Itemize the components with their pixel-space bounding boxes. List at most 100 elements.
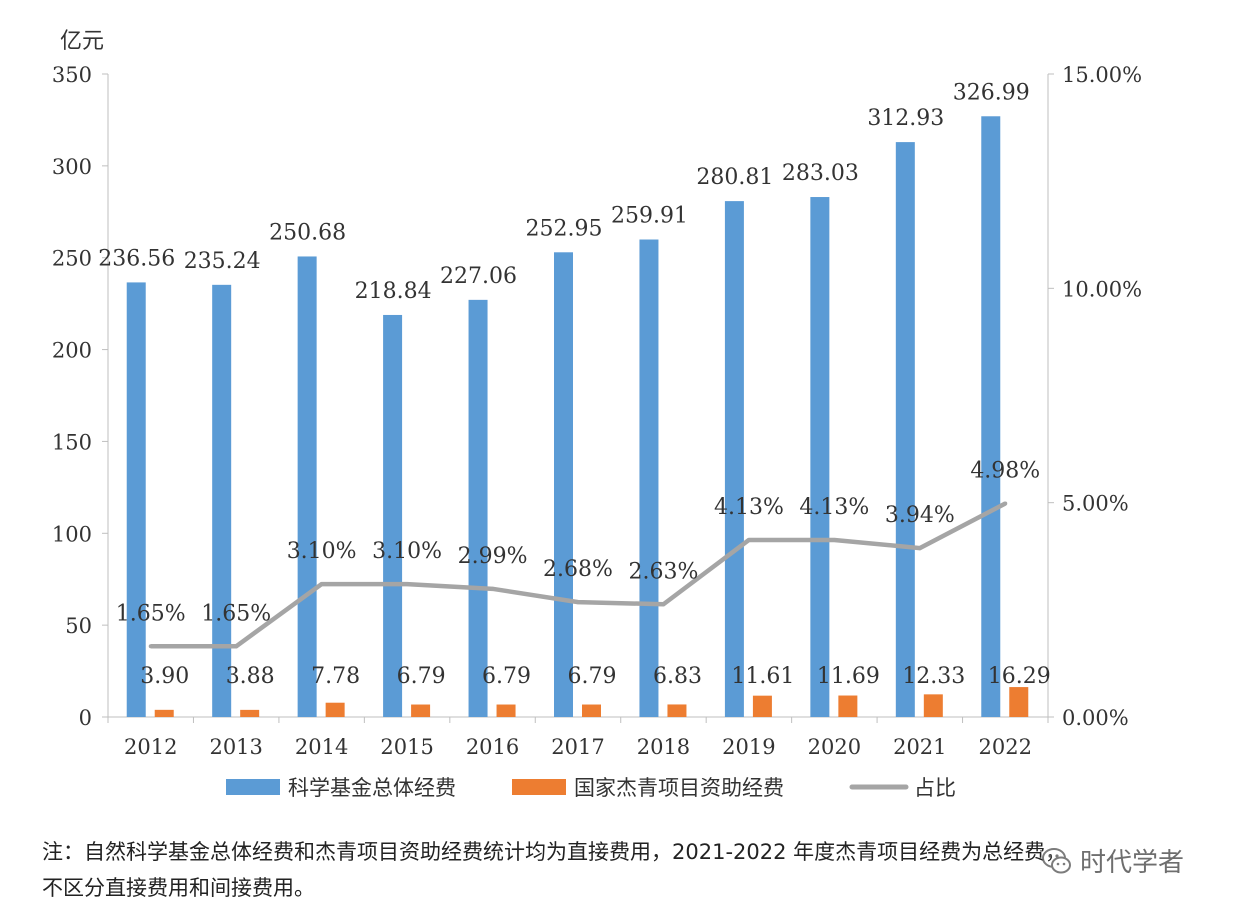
data-label-ratio: 2.63% — [629, 559, 699, 584]
data-label-ratio: 3.10% — [372, 539, 442, 564]
legend-label-total-funding: 科学基金总体经费 — [288, 776, 456, 800]
data-label-total-funding: 312.93 — [867, 106, 944, 131]
x-tick-label: 2012 — [124, 735, 177, 759]
data-label-total-funding: 235.24 — [184, 249, 261, 274]
legend-swatch-jieqing-funding — [512, 779, 566, 795]
bar-jieqing-funding — [154, 709, 174, 717]
y-axis-unit-label: 亿元 — [60, 29, 104, 54]
data-label-jieqing-funding: 3.90 — [140, 664, 189, 689]
x-tick-label: 2013 — [209, 735, 262, 759]
data-label-total-funding: 236.56 — [98, 246, 175, 271]
ratio-point — [917, 546, 922, 551]
data-label-ratio: 3.10% — [287, 539, 357, 564]
axes: 0 50 100 150 200 250 300 350 0.00% 5.00% 10.00% 15.… — [52, 63, 1142, 759]
bar-jieqing-funding — [752, 695, 772, 717]
data-label-ratio: 4.98% — [970, 459, 1040, 484]
x-tick-label: 2021 — [893, 735, 946, 759]
data-label-total-funding: 227.06 — [440, 264, 517, 289]
data-label-jieqing-funding: 6.79 — [568, 664, 617, 689]
bar-jieqing-funding — [923, 694, 943, 717]
data-label-total-funding: 218.84 — [355, 279, 432, 304]
bar-total-funding — [724, 201, 744, 717]
bar-jieqing-funding — [411, 704, 431, 717]
data-label-jieqing-funding: 12.33 — [902, 664, 965, 689]
watermark-text: 时代学者 — [1080, 848, 1185, 878]
data-label-jieqing-funding: 3.88 — [226, 664, 275, 689]
data-label-ratio: 3.94% — [885, 503, 955, 528]
data-label-ratio: 2.99% — [458, 544, 528, 569]
bar-total-funding — [895, 142, 915, 717]
ratio-point — [661, 602, 666, 607]
y-left-tick-label: 100 — [52, 522, 92, 546]
data-label-ratio: 4.13% — [799, 495, 869, 520]
data-label-total-funding: 280.81 — [696, 165, 773, 190]
x-tick-label: 2015 — [380, 735, 433, 759]
data-label-jieqing-funding: 7.78 — [311, 664, 360, 689]
y-right-tick-label: 0.00% — [1062, 706, 1129, 730]
bar-total-funding — [639, 239, 659, 718]
data-label-total-funding: 252.95 — [526, 216, 603, 241]
ratio-point — [1003, 501, 1008, 506]
bar-total-funding — [126, 282, 146, 717]
y-left-tick-label: 50 — [65, 614, 92, 638]
watermark: 时代学者 — [1040, 842, 1184, 879]
x-tick-label: 2016 — [466, 735, 519, 759]
ratio-point — [746, 537, 751, 542]
bar-total-funding — [212, 284, 232, 717]
legend-label-jieqing-funding: 国家杰青项目资助经费 — [574, 776, 784, 800]
bar-jieqing-funding — [240, 709, 260, 717]
y-left-tick-label: 150 — [52, 430, 92, 454]
bar-jieqing-funding — [838, 695, 858, 717]
y-left-tick-label: 0 — [79, 706, 92, 730]
y-left-tick-label: 250 — [52, 247, 92, 271]
footnote: 注：自然科学基金总体经费和杰青项目资助经费统计均为直接费用，2021-2022 … — [42, 834, 1222, 906]
bar-jieqing-funding — [582, 704, 601, 717]
data-label-jieqing-funding: 11.69 — [817, 664, 880, 689]
y-left-tick-label: 300 — [52, 155, 92, 179]
data-label-jieqing-funding: 11.61 — [731, 664, 794, 689]
bar-jieqing-funding — [1009, 687, 1029, 717]
ratio-point — [148, 644, 153, 649]
legend-swatch-total-funding — [226, 779, 280, 795]
footnote-line-1: 注：自然科学基金总体经费和杰青项目资助经费统计均为直接费用，2021-2022 … — [42, 840, 1067, 864]
x-tick-label: 2022 — [979, 735, 1032, 759]
x-tick-label: 2019 — [722, 735, 775, 759]
data-label-jieqing-funding: 6.79 — [482, 664, 531, 689]
ratio-point — [319, 582, 324, 587]
data-label-jieqing-funding: 6.83 — [653, 664, 702, 689]
legend: 科学基金总体经费 国家杰青项目资助经费 占比 — [226, 776, 956, 800]
y-right-tick-label: 15.00% — [1062, 63, 1142, 87]
chart: 亿元 0 50 100 150 200 250 300 350 0.00% 5.00% 10.00%… — [52, 29, 1142, 800]
x-tick-label: 2020 — [808, 735, 861, 759]
legend-label-ratio: 占比 — [914, 776, 956, 800]
bar-total-funding — [554, 252, 573, 717]
ratio-point — [832, 537, 837, 542]
ratio-line-layer — [148, 501, 1008, 649]
data-label-jieqing-funding: 16.29 — [988, 664, 1051, 689]
data-label-ratio: 2.68% — [543, 557, 613, 582]
y-left-tick-label: 200 — [52, 339, 92, 363]
data-labels: 236.56 3.90 235.24 3.88 250.68 7.78 218.84 6.79… — [98, 80, 1051, 689]
data-label-ratio: 1.65% — [116, 601, 186, 626]
data-label-jieqing-funding: 6.79 — [397, 664, 446, 689]
bar-total-funding — [981, 116, 1001, 718]
wechat-icon — [1042, 847, 1071, 873]
ratio-point — [405, 582, 410, 587]
x-tick-label: 2018 — [637, 735, 690, 759]
ratio-point — [234, 644, 239, 649]
ratio-point — [576, 600, 580, 605]
data-label-total-funding: 259.91 — [611, 204, 688, 229]
data-label-total-funding: 250.68 — [269, 220, 346, 245]
data-label-ratio: 1.65% — [201, 601, 271, 626]
y-left-tick-label: 350 — [52, 63, 92, 87]
bar-jieqing-funding — [667, 704, 687, 717]
bar-jieqing-funding — [325, 702, 345, 717]
data-label-total-funding: 283.03 — [782, 161, 859, 186]
data-label-ratio: 4.13% — [714, 495, 784, 520]
bar-total-funding — [297, 256, 317, 717]
y-right-tick-label: 5.00% — [1062, 492, 1129, 516]
bar-total-funding — [383, 314, 403, 717]
data-label-total-funding: 326.99 — [953, 80, 1030, 105]
bar-jieqing-funding — [496, 704, 516, 717]
x-tick-label: 2014 — [295, 735, 348, 759]
